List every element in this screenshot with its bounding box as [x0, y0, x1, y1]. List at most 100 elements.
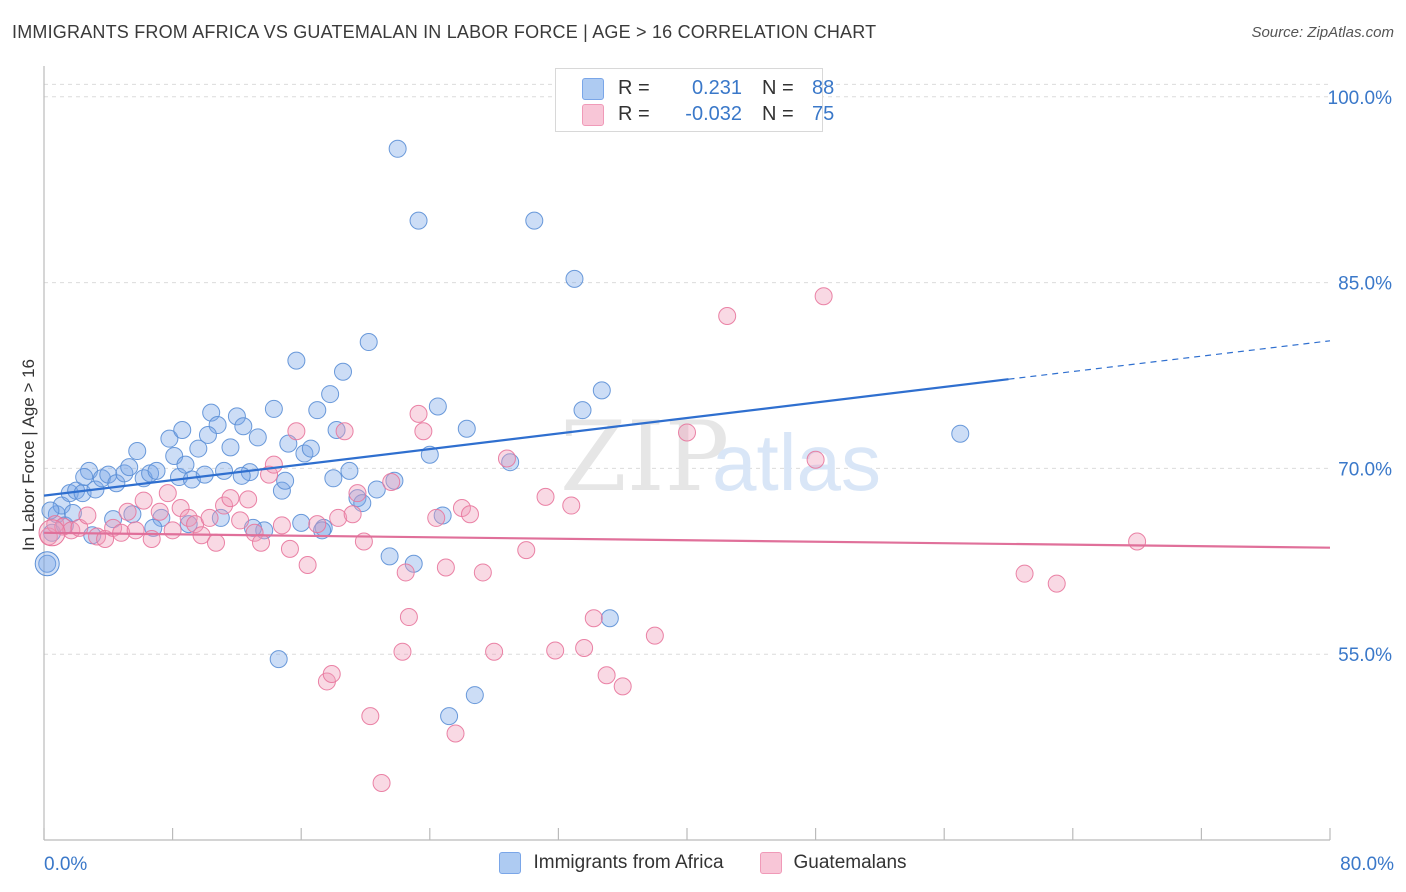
watermark-atlas: atlas: [712, 418, 881, 507]
data-point-guatemalans: [245, 523, 264, 542]
data-point-africa: [269, 650, 288, 669]
legend-swatch-guatemalans: [759, 852, 782, 874]
x-tick-label: 80.0%: [1340, 854, 1394, 875]
data-point-africa: [115, 464, 134, 483]
data-point-guatemalans: [382, 473, 401, 492]
data-point-africa: [573, 401, 592, 420]
legend-item-guatemalans[interactable]: Guatemalans: [759, 852, 907, 874]
data-point-guatemalans: [393, 642, 412, 661]
data-point-guatemalans: [409, 404, 428, 423]
data-point-africa: [248, 428, 267, 447]
data-point-africa: [409, 211, 428, 230]
r-value: -0.032: [685, 103, 742, 125]
data-point-guatemalans: [200, 508, 219, 527]
data-point-africa: [457, 419, 476, 438]
data-point-africa: [215, 461, 234, 480]
data-point-africa: [440, 707, 459, 726]
data-point-guatemalans: [678, 423, 696, 442]
data-point-guatemalans: [536, 487, 555, 506]
data-point-guatemalans: [221, 489, 240, 508]
x-tick-label: 0.0%: [44, 854, 87, 875]
trend-line-africa-extension: [1008, 340, 1331, 380]
data-point-guatemalans: [163, 521, 182, 540]
y-axis-label: In Labor Force | Age > 16: [19, 359, 38, 551]
data-point-africa: [264, 399, 283, 418]
data-point-africa: [272, 481, 291, 500]
data-point-guatemalans: [215, 496, 234, 515]
data-point-africa: [128, 442, 147, 461]
data-point-africa: [565, 269, 584, 288]
data-point-africa: [189, 439, 208, 458]
n-value: 88: [812, 77, 835, 99]
data-point-africa: [308, 401, 327, 420]
data-point-guatemalans: [399, 608, 418, 627]
data-point-africa: [208, 416, 227, 435]
data-point-africa: [333, 362, 352, 381]
data-point-guatemalans: [207, 533, 226, 552]
stats-swatch-guatemalans: [582, 103, 604, 126]
legend-swatch-africa: [499, 852, 522, 874]
chart-title: IMMIGRANTS FROM AFRICA VS GUATEMALAN IN …: [12, 22, 877, 42]
n-label: N =: [762, 77, 794, 99]
data-point-africa: [348, 489, 367, 508]
data-point-guatemalans: [348, 484, 367, 503]
data-point-africa: [276, 471, 295, 490]
data-point-guatemalans: [361, 707, 380, 726]
data-point-africa: [232, 466, 251, 485]
legend-label-guatemalans: Guatemalans: [793, 852, 907, 873]
trend-line-africa: [43, 378, 1009, 497]
data-point-guatemalans: [280, 539, 299, 558]
series-legend: Immigrants from Africa Guatemalans: [0, 852, 1406, 874]
data-point-africa: [321, 385, 340, 404]
data-point-africa: [324, 469, 343, 488]
stats-row-africa: R = 0.231 N = 88: [582, 77, 834, 100]
data-point-guatemalans: [645, 626, 664, 645]
data-point-africa: [41, 501, 60, 520]
data-point-guatemalans: [126, 521, 145, 540]
data-point-guatemalans: [473, 563, 492, 582]
data-point-guatemalans: [1128, 532, 1147, 551]
data-point-africa: [227, 407, 246, 426]
r-label: R =: [618, 103, 650, 125]
data-point-guatemalans: [239, 490, 258, 509]
data-point-africa: [292, 513, 311, 532]
data-point-guatemalans: [446, 724, 465, 743]
data-point-guatemalans: [329, 508, 348, 527]
data-point-guatemalans: [396, 563, 415, 582]
y-tick-label: 70.0%: [1338, 459, 1392, 480]
data-point-guatemalans: [134, 491, 153, 510]
data-point-africa: [525, 211, 544, 230]
data-point-africa: [147, 461, 166, 480]
data-point-guatemalans: [1015, 564, 1034, 583]
data-points: [34, 139, 1147, 793]
data-point-guatemalans: [231, 511, 250, 530]
stats-swatch-africa: [582, 77, 604, 100]
data-point-africa: [75, 468, 94, 487]
data-point-guatemalans: [308, 515, 327, 534]
data-point-guatemalans: [562, 496, 581, 515]
data-point-africa: [120, 458, 139, 477]
watermark: ZIP atlas: [560, 401, 881, 513]
data-point-guatemalans: [158, 484, 177, 503]
data-point-guatemalans: [414, 422, 433, 441]
axes: [43, 66, 1331, 841]
data-point-africa: [951, 424, 970, 443]
data-point-guatemalans: [597, 666, 616, 685]
data-point-africa: [313, 521, 332, 540]
legend-item-africa[interactable]: Immigrants from Africa: [499, 852, 724, 874]
data-point-africa: [198, 425, 217, 444]
data-point-guatemalans: [718, 307, 737, 326]
data-point-africa: [234, 417, 253, 436]
data-point-guatemalans: [118, 502, 137, 521]
data-point-guatemalans: [260, 465, 279, 484]
n-label: N =: [762, 103, 794, 125]
data-point-africa: [221, 438, 240, 457]
data-point-guatemalans: [1047, 574, 1066, 593]
data-point-guatemalans: [335, 422, 354, 441]
data-point-guatemalans: [427, 508, 446, 527]
data-point-guatemalans: [584, 609, 603, 628]
data-point-guatemalans: [436, 558, 455, 577]
data-point-africa: [34, 551, 60, 577]
data-point-africa: [160, 429, 179, 448]
watermark-zip: ZIP: [560, 401, 729, 513]
